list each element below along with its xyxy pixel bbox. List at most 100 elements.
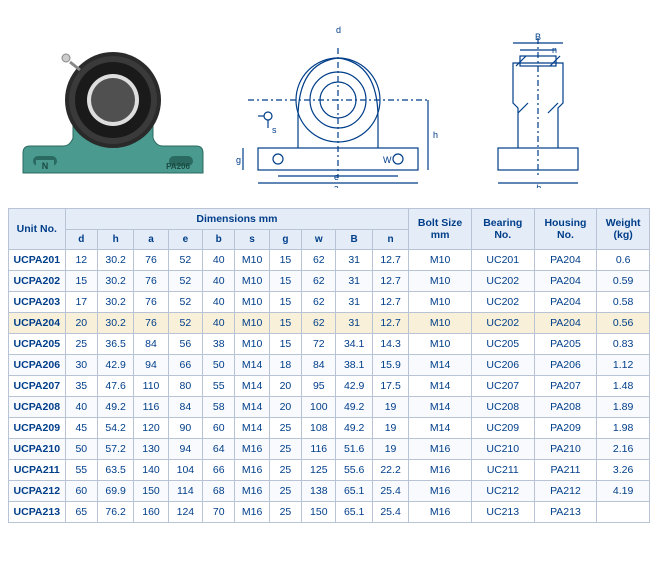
cell-w: 72 — [302, 334, 336, 355]
cell-g: 18 — [269, 355, 301, 376]
cell-e: 52 — [168, 292, 202, 313]
cell-w: 95 — [302, 376, 336, 397]
cell-w: 84 — [302, 355, 336, 376]
table-row: UCPA2115563.514010466M162512555.622.2M16… — [9, 460, 650, 481]
cell-weight: 1.89 — [597, 397, 650, 418]
cell-a: 84 — [134, 334, 168, 355]
cell-B: 49.2 — [336, 418, 372, 439]
cell-g: 20 — [269, 397, 301, 418]
cell-b: 58 — [203, 397, 235, 418]
cell-bolt: M14 — [409, 397, 472, 418]
cell-unit: UCPA213 — [9, 502, 66, 523]
cell-d: 65 — [65, 502, 97, 523]
cell-weight — [597, 502, 650, 523]
cell-g: 20 — [269, 376, 301, 397]
cell-a: 110 — [134, 376, 168, 397]
cell-s: M10 — [235, 292, 269, 313]
cell-a: 76 — [134, 250, 168, 271]
cell-n: 25.4 — [372, 502, 408, 523]
col-unit: Unit No. — [9, 209, 66, 250]
table-row: UCPA2094554.21209060M142510849.219M14UC2… — [9, 418, 650, 439]
cell-w: 62 — [302, 250, 336, 271]
cell-e: 104 — [168, 460, 202, 481]
cell-B: 65.1 — [336, 481, 372, 502]
cell-d: 45 — [65, 418, 97, 439]
cell-d: 17 — [65, 292, 97, 313]
cell-bearing: UC212 — [471, 481, 534, 502]
cell-b: 40 — [203, 292, 235, 313]
cell-n: 15.9 — [372, 355, 408, 376]
cell-h: 49.2 — [97, 397, 133, 418]
cell-s: M10 — [235, 334, 269, 355]
cell-bolt: M10 — [409, 250, 472, 271]
cell-h: 30.2 — [97, 271, 133, 292]
cell-housing: PA208 — [534, 397, 597, 418]
cell-weight: 0.6 — [597, 250, 650, 271]
cell-b: 38 — [203, 334, 235, 355]
svg-text:PA206: PA206 — [166, 162, 190, 171]
cell-bolt: M14 — [409, 355, 472, 376]
cell-weight: 1.12 — [597, 355, 650, 376]
cell-housing: PA211 — [534, 460, 597, 481]
cell-e: 52 — [168, 271, 202, 292]
table-row: UCPA2042030.2765240M1015623112.7M10UC202… — [9, 313, 650, 334]
cell-g: 15 — [269, 250, 301, 271]
cell-n: 17.5 — [372, 376, 408, 397]
cell-s: M14 — [235, 418, 269, 439]
cell-bearing: UC207 — [471, 376, 534, 397]
svg-text:B: B — [535, 32, 541, 42]
col-a: a — [134, 230, 168, 250]
cell-d: 30 — [65, 355, 97, 376]
cell-B: 65.1 — [336, 502, 372, 523]
col-bolt: Bolt Size mm — [409, 209, 472, 250]
cell-e: 90 — [168, 418, 202, 439]
cell-h: 63.5 — [97, 460, 133, 481]
cell-unit: UCPA201 — [9, 250, 66, 271]
cell-bearing: UC209 — [471, 418, 534, 439]
cell-w: 125 — [302, 460, 336, 481]
col-e: e — [168, 230, 202, 250]
cell-unit: UCPA208 — [9, 397, 66, 418]
cell-housing: PA207 — [534, 376, 597, 397]
cell-unit: UCPA209 — [9, 418, 66, 439]
cell-weight: 0.58 — [597, 292, 650, 313]
cell-d: 55 — [65, 460, 97, 481]
cell-housing: PA213 — [534, 502, 597, 523]
cell-e: 66 — [168, 355, 202, 376]
top-section: N PA206 — [8, 8, 650, 188]
cell-housing: PA204 — [534, 313, 597, 334]
table-row: UCPA2011230.2765240M1015623112.7M10UC201… — [9, 250, 650, 271]
cell-housing: PA205 — [534, 334, 597, 355]
cell-bearing: UC201 — [471, 250, 534, 271]
col-n: n — [372, 230, 408, 250]
cell-a: 160 — [134, 502, 168, 523]
cell-h: 30.2 — [97, 250, 133, 271]
svg-text:N: N — [42, 161, 49, 171]
cell-unit: UCPA202 — [9, 271, 66, 292]
cell-a: 130 — [134, 439, 168, 460]
cell-d: 50 — [65, 439, 97, 460]
cell-g: 25 — [269, 418, 301, 439]
cell-housing: PA204 — [534, 292, 597, 313]
cell-B: 31 — [336, 313, 372, 334]
cell-B: 31 — [336, 292, 372, 313]
cell-bolt: M10 — [409, 313, 472, 334]
cell-e: 84 — [168, 397, 202, 418]
cell-n: 12.7 — [372, 292, 408, 313]
cell-unit: UCPA206 — [9, 355, 66, 376]
cell-w: 62 — [302, 271, 336, 292]
cell-B: 55.6 — [336, 460, 372, 481]
col-bearing: Bearing No. — [471, 209, 534, 250]
cell-s: M14 — [235, 355, 269, 376]
cell-b: 60 — [203, 418, 235, 439]
cell-s: M14 — [235, 397, 269, 418]
cell-h: 36.5 — [97, 334, 133, 355]
cell-bolt: M10 — [409, 292, 472, 313]
cell-B: 34.1 — [336, 334, 372, 355]
cell-d: 12 — [65, 250, 97, 271]
cell-s: M10 — [235, 271, 269, 292]
cell-bearing: UC202 — [471, 313, 534, 334]
cell-n: 19 — [372, 397, 408, 418]
cell-unit: UCPA203 — [9, 292, 66, 313]
cell-weight: 3.26 — [597, 460, 650, 481]
